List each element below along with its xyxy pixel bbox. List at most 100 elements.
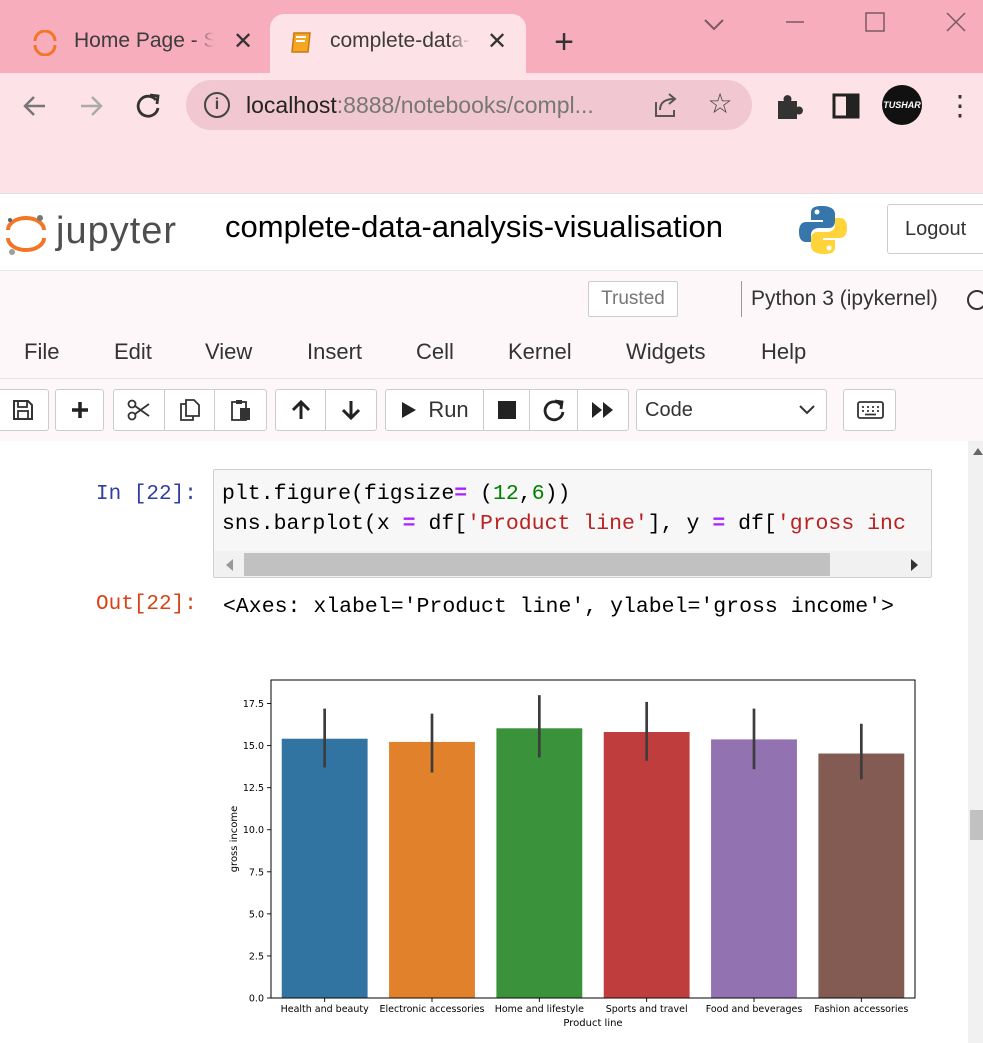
menu-widgets[interactable]: Widgets — [626, 339, 706, 364]
code-scrollbar-thumb[interactable] — [244, 553, 830, 576]
plot-frame — [270, 679, 916, 999]
x-tick-label: Home and lifestyle — [495, 1004, 584, 1015]
tab-title: complete-data-analysis-visualisation — [330, 29, 470, 52]
interrupt-button[interactable] — [484, 390, 530, 430]
cell-type-select[interactable]: Code — [636, 389, 827, 431]
extensions-puzzle-icon[interactable] — [772, 89, 806, 123]
run-button[interactable]: Run — [386, 390, 484, 430]
browser-menu-icon[interactable]: ⋮ — [946, 90, 974, 121]
maximize-icon[interactable] — [855, 8, 895, 42]
jupyter-wordmark: jupyter — [56, 210, 178, 252]
menu-edit[interactable]: Edit — [114, 339, 152, 364]
bar — [711, 739, 797, 998]
address-bar[interactable]: i localhost:8888/notebooks/compl... ☆ — [186, 80, 752, 130]
y-axis-label: gross income — [229, 806, 240, 873]
menu-file[interactable]: File — [24, 339, 60, 364]
menubar-divider — [0, 378, 983, 379]
keyboard-icon — [857, 401, 884, 419]
back-arrow-icon[interactable] — [18, 89, 52, 123]
arrow-up-icon — [291, 399, 310, 419]
close-tab-icon[interactable]: ✕ — [486, 28, 508, 55]
command-palette-button[interactable] — [843, 389, 896, 431]
move-button-group — [275, 389, 377, 431]
menu-insert[interactable]: Insert — [307, 339, 363, 364]
page-scrollbar-thumb[interactable] — [970, 810, 983, 840]
bar-chart: 0.0 2.5 5.0 7.5 10.0 12.5 15.0 17.5 Health and b… — [229, 679, 916, 1029]
paste-button[interactable] — [215, 390, 266, 430]
move-down-button[interactable] — [326, 390, 376, 430]
move-up-button[interactable] — [276, 390, 326, 430]
code-line-2: sns.barplot(x = df['Product line'], y = … — [222, 512, 906, 536]
tab-search-chevron-icon[interactable] — [694, 8, 734, 42]
reload-icon[interactable] — [131, 89, 165, 123]
y-tick-label: 5.0 — [249, 909, 264, 920]
code-horizontal-scrollbar[interactable] — [214, 551, 931, 577]
save-button[interactable] — [0, 390, 48, 430]
cut-button[interactable] — [114, 390, 165, 430]
code-line-1: plt.figure(figsize= (12,6)) — [222, 482, 571, 506]
page-scrollbar[interactable] — [968, 441, 983, 1043]
browser-toolbar: i localhost:8888/notebooks/compl... ☆ TU… — [0, 73, 983, 193]
close-tab-icon[interactable]: ✕ — [232, 28, 254, 55]
plus-icon — [71, 402, 88, 418]
bar — [818, 753, 905, 998]
new-tab-icon[interactable]: + — [554, 23, 574, 61]
scroll-right-arrow-icon[interactable] — [911, 559, 918, 571]
x-tick-label: Food and beverages — [706, 1004, 803, 1015]
y-tick-label: 12.5 — [243, 783, 264, 794]
y-tick-label: 0.0 — [249, 994, 264, 1005]
y-tick-label: 10.0 — [243, 825, 264, 836]
bar — [281, 738, 368, 998]
y-tick-label: 2.5 — [249, 951, 264, 962]
share-icon[interactable] — [650, 90, 680, 120]
jupyter-header: jupyter complete-data-analysis-visualisa… — [0, 193, 983, 271]
menu-help[interactable]: Help — [761, 339, 807, 364]
tab-notebook[interactable]: complete-data-analysis-visualisation ✕ — [270, 14, 526, 73]
site-info-icon[interactable]: i — [204, 92, 230, 118]
cell-type-value: Code — [645, 399, 693, 421]
scissors-icon — [127, 399, 150, 421]
browser-tabstrip: Home Page - Select or create a notebook … — [0, 0, 983, 73]
code-cell-input[interactable]: plt.figure(figsize= (12,6)) sns.barplot(… — [213, 469, 932, 578]
side-panel-icon[interactable] — [829, 89, 863, 123]
copy-button[interactable] — [165, 390, 215, 430]
jupyter-logo[interactable]: jupyter — [4, 204, 194, 260]
minimize-icon[interactable] — [775, 8, 815, 42]
play-icon — [402, 402, 417, 418]
trusted-indicator[interactable]: Trusted — [588, 281, 678, 317]
restart-button[interactable] — [530, 390, 578, 430]
bar — [496, 728, 583, 998]
x-axis-label: Product line — [563, 1018, 622, 1029]
output-text: <Axes: xlabel='Product line', ylabel='gr… — [223, 595, 894, 619]
forward-arrow-icon[interactable] — [74, 89, 108, 123]
insert-cell-button[interactable] — [56, 390, 103, 430]
y-tick-label: 15.0 — [243, 741, 264, 752]
bookmark-star-icon[interactable]: ☆ — [707, 88, 733, 119]
notebook-menubar: Trusted Python 3 (ipykernel) File Edit V… — [0, 271, 983, 441]
notebook-name[interactable]: complete-data-analysis-visualisation — [225, 209, 723, 244]
kernel-status-icon — [967, 290, 983, 310]
logout-button[interactable]: Logout — [887, 204, 983, 254]
restart-run-all-button[interactable] — [578, 390, 628, 430]
scroll-left-arrow-icon[interactable] — [226, 559, 233, 571]
x-tick-label: Health and beauty — [281, 1004, 370, 1015]
chevron-down-icon — [798, 390, 816, 430]
menu-cell[interactable]: Cell — [416, 339, 454, 364]
menu-view[interactable]: View — [205, 339, 253, 364]
stop-icon — [497, 401, 516, 419]
menu-kernel[interactable]: Kernel — [508, 339, 572, 364]
edit-button-group — [113, 389, 267, 431]
tab-home-page[interactable]: Home Page - Select or create a notebook … — [14, 14, 264, 73]
close-window-icon[interactable] — [936, 8, 976, 42]
save-icon — [12, 400, 33, 420]
plot-area — [270, 679, 916, 999]
scroll-up-arrow-icon[interactable] — [973, 448, 983, 455]
profile-avatar[interactable]: TUSHAR — [882, 85, 922, 125]
run-button-group: Run — [385, 389, 629, 431]
input-prompt: In [22]: — [96, 483, 197, 506]
bar — [603, 731, 690, 998]
output-prompt: Out[22]: — [96, 593, 197, 616]
notebook-book-icon — [291, 32, 311, 53]
x-tick-label: Fashion accessories — [814, 1004, 908, 1015]
kernel-name[interactable]: Python 3 (ipykernel) — [741, 281, 938, 317]
